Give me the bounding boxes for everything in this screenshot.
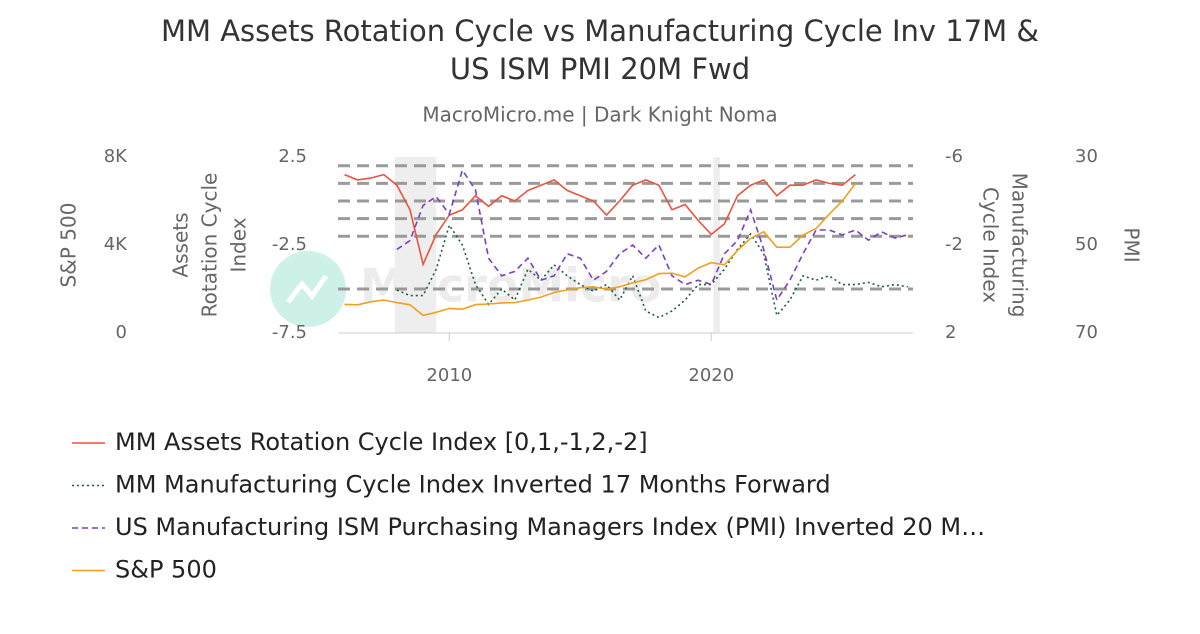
x-tick-label: 2010: [426, 365, 472, 386]
axis-title-line: PMI: [1120, 227, 1144, 262]
series-line: [396, 168, 908, 302]
series-line: [344, 182, 857, 317]
axis-title-line: S&P 500: [57, 203, 81, 288]
chart-title: MM Assets Rotation Cycle vs Manufacturin…: [161, 14, 1039, 48]
axis-title-line: Index: [227, 217, 251, 272]
y-tick-label: -2: [945, 234, 963, 255]
y-tick-label: -7.5: [272, 322, 307, 343]
y-tick-label: 2: [945, 322, 956, 343]
y-tick-label: 4K: [104, 234, 128, 255]
axis-title: S&P 500: [57, 203, 81, 288]
y-tick-label: 50: [1075, 234, 1098, 255]
y-tick-label: 70: [1075, 322, 1098, 343]
axis-title: Rotation Cycle: [198, 173, 222, 318]
axis-title: Assets: [169, 212, 193, 277]
watermark-logo: [270, 251, 346, 327]
axis-title: Index: [227, 217, 251, 272]
y-tick-label: -6: [945, 146, 963, 167]
y-tick-label: 8K: [104, 146, 128, 167]
axis-title-line: Cycle Index: [979, 187, 1003, 303]
axis-title-line: Rotation Cycle: [198, 173, 222, 318]
x-tick-label: 2020: [688, 365, 734, 386]
y-tick-label: -2.5: [272, 234, 307, 255]
y-tick-label: 0: [116, 322, 127, 343]
chart-title: US ISM PMI 20M Fwd: [450, 52, 750, 86]
recession-band: [713, 157, 720, 333]
axis-title-line: Assets: [169, 212, 193, 277]
axis-title-line: Manufacturing: [1008, 173, 1032, 318]
y-tick-label: 2.5: [278, 146, 307, 167]
axis-title: Cycle Index: [979, 187, 1003, 303]
series-line: [344, 173, 856, 267]
series-line: [396, 223, 908, 319]
axis-title: PMI: [1120, 227, 1144, 262]
legend-label: MM Manufacturing Cycle Index Inverted 17…: [115, 471, 831, 499]
axis-title: Manufacturing: [1008, 173, 1032, 318]
chart-subtitle: MacroMicro.me | Dark Knight Noma: [422, 103, 777, 127]
legend-label: MM Assets Rotation Cycle Index [0,1,-1,2…: [115, 428, 648, 456]
legend-label: S&P 500: [115, 556, 217, 584]
legend-label: US Manufacturing ISM Purchasing Managers…: [115, 513, 985, 541]
y-tick-label: 30: [1075, 146, 1098, 167]
